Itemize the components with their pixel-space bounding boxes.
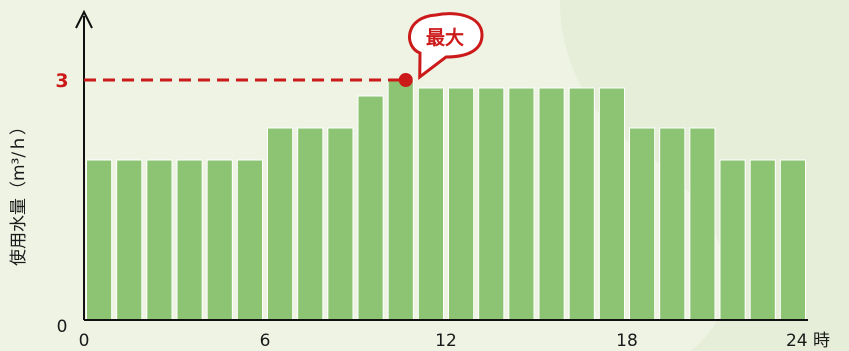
y-tick-max: 3: [55, 70, 68, 92]
bar-hour-7: [297, 127, 324, 321]
bar-hour-18: [629, 127, 656, 321]
bar-hour-22: [749, 159, 776, 321]
max-point: [398, 73, 413, 87]
bar-hour-19: [659, 127, 686, 321]
bar-hour-8: [327, 127, 354, 321]
bar-hour-15: [538, 87, 565, 321]
y-tick-label: 0: [57, 317, 68, 337]
max-callout-label: 最大: [426, 26, 464, 49]
x-tick-label: 24 時: [786, 331, 830, 351]
bar-hour-3: [176, 159, 203, 321]
bar-hour-12: [448, 87, 475, 321]
bar-hour-11: [417, 87, 445, 321]
bar-hour-9: [357, 95, 384, 321]
bar-hour-14: [508, 87, 535, 321]
y-axis-label: 使用水量（m³/ｈ）: [8, 118, 29, 266]
bar-hour-16: [568, 87, 595, 321]
x-tick-label: 12: [435, 331, 457, 351]
max-callout-bubble: [408, 12, 484, 81]
bar-hour-1: [116, 159, 143, 321]
bar-hour-6: [267, 127, 294, 321]
x-tick-label: 18: [616, 331, 638, 351]
y-axis-arrow-icon: [75, 9, 93, 29]
bar-hour-5: [236, 159, 263, 321]
x-tick-label: 6: [260, 331, 271, 351]
bar-hour-2: [146, 159, 173, 321]
tick-labels-group: 0 6 12 18 24 時 0: [57, 317, 830, 351]
axes-group: [75, 9, 808, 321]
bar-hour-0: [86, 159, 113, 321]
x-tick-label: 0: [79, 331, 90, 351]
bar-hour-10: [387, 79, 414, 321]
bar-hour-4: [206, 159, 233, 321]
max-marker-group: 最大 3: [55, 12, 484, 92]
bar-hour-23: [779, 159, 806, 321]
bar-hour-20: [689, 127, 716, 321]
bar-hour-13: [478, 87, 505, 321]
bar-hour-17: [598, 87, 625, 321]
bar-hour-21: [719, 159, 746, 321]
